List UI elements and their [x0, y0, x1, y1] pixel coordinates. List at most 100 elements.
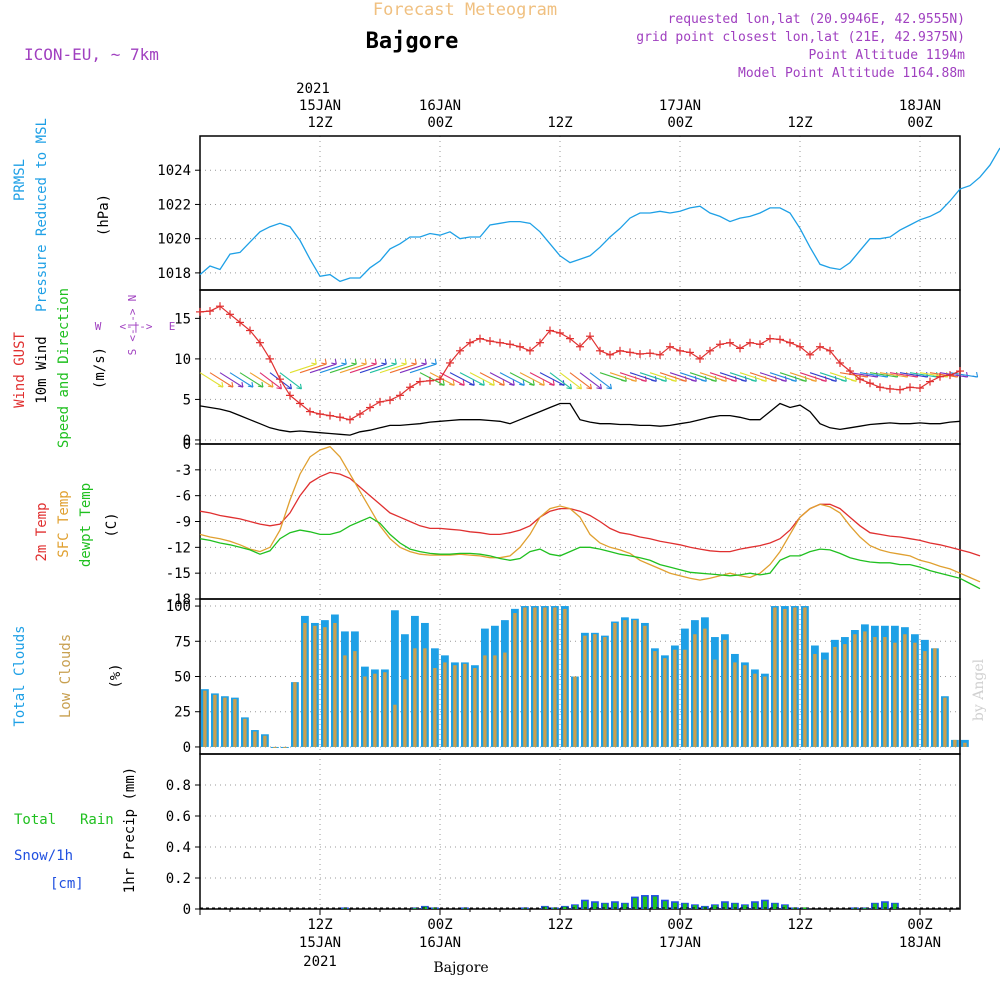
- compass-n: N: [126, 295, 139, 302]
- wind-ylabel-gust: Wind GUST: [12, 332, 28, 408]
- wind-direction-arrow: [459, 372, 485, 386]
- wind-arrow-head: [552, 380, 555, 386]
- wind-arrow-head: [621, 379, 627, 382]
- low-cloud-bar: [943, 697, 947, 747]
- wind-arrow-head: [976, 371, 979, 378]
- wind-direction-arrow: [369, 363, 397, 374]
- low-cloud-bar: [383, 672, 387, 747]
- low-cloud-bar: [543, 607, 547, 747]
- bottom-hour-label: 12Z: [547, 917, 572, 933]
- wind-arrow-head: [519, 383, 525, 386]
- top-hour-label: 12Z: [307, 115, 332, 131]
- wind-direction-arrow: [349, 363, 377, 374]
- wind-arrow-head: [472, 380, 475, 386]
- low-cloud-bar: [653, 651, 657, 747]
- bottom-date-label: 15JAN: [299, 935, 341, 951]
- low-cloud-bar: [293, 682, 297, 747]
- low-cloud-bar: [333, 622, 337, 747]
- wind-arrow-head: [701, 379, 707, 382]
- low-cloud-bar: [413, 648, 417, 747]
- low-cloud-bar: [313, 625, 317, 747]
- wind-arrow-head: [231, 382, 234, 388]
- wind-arrow-head: [821, 379, 827, 382]
- wind-arrow-head: [217, 385, 224, 388]
- low-cloud-bar: [213, 694, 217, 747]
- wind-arrow-head: [354, 358, 357, 365]
- wind-arrow-head: [734, 376, 737, 382]
- wind-arrow-head: [334, 358, 337, 365]
- temp-ylabel-dewpt: dewpt Temp: [78, 483, 94, 567]
- wind-arrow-head: [671, 379, 677, 382]
- wind-arrow-head: [321, 362, 327, 365]
- wind-direction-arrow: [569, 372, 592, 390]
- wind-arrow-head: [462, 380, 465, 386]
- rain-precip-bar: [673, 902, 677, 909]
- wind-arrow-head: [694, 376, 697, 382]
- low-cloud-bar: [663, 658, 667, 747]
- temperature-ytick-label: -15: [166, 566, 191, 582]
- low-cloud-bar: [633, 620, 637, 747]
- cloud-ylabel: Total Clouds Low Clouds (%): [12, 625, 124, 726]
- low-cloud-bar: [763, 676, 767, 747]
- wind-direction-arrow: [219, 372, 244, 388]
- temp-sfc-line: [199, 445, 981, 583]
- wind-arrow-head: [576, 387, 582, 390]
- wind-arrow-head: [431, 362, 437, 365]
- wind-arrow-head: [764, 376, 767, 382]
- wind-arrow-head: [906, 371, 909, 378]
- wind-arrow-head: [876, 371, 879, 378]
- low-cloud-bar: [353, 651, 357, 747]
- low-cloud-bar: [733, 662, 737, 747]
- rain-precip-bar: [783, 905, 787, 909]
- wind-arrow-head: [872, 375, 878, 378]
- wind-arrow-head: [751, 379, 757, 382]
- wind-arrow-head: [599, 383, 602, 389]
- wind-direction-arrow: [209, 372, 234, 388]
- wind-arrow-head: [814, 376, 817, 382]
- wind-arrow-head: [237, 385, 244, 388]
- wind-arrow-head: [331, 362, 337, 365]
- low-cloud-bar: [583, 635, 587, 747]
- rain-precip-bar: [683, 903, 687, 909]
- wind-arrow-head: [654, 376, 657, 382]
- wind-direction-arrow: [509, 372, 535, 386]
- wind-arrow-head: [411, 362, 417, 365]
- bottom-hour-label: 00Z: [907, 917, 932, 933]
- wind-arrow-head: [267, 385, 274, 388]
- wind-arrow-head: [784, 376, 787, 382]
- wind-arrow-head: [344, 358, 347, 365]
- low-cloud-bar: [283, 746, 287, 748]
- low-cloud-bar: [453, 665, 457, 747]
- top-year-label: 2021: [296, 81, 330, 97]
- wind-direction-arrow: [319, 363, 347, 374]
- wind-direction-arrow: [439, 372, 465, 386]
- wind-arrow-head: [311, 362, 317, 365]
- wind-arrow-head: [711, 379, 717, 382]
- wind-direction-arrow: [579, 372, 602, 390]
- low-cloud-bar: [223, 697, 227, 747]
- wind-arrow-head: [559, 383, 565, 386]
- wind-arrow-head: [286, 387, 292, 390]
- wind-arrow-head: [586, 387, 592, 390]
- wind-arrow-head: [801, 379, 807, 382]
- rain-precip-bar: [463, 908, 467, 909]
- low-cloud-bar: [503, 652, 507, 747]
- top-date-label: 18JAN: [899, 98, 941, 114]
- wind-arrow-head: [384, 358, 387, 365]
- wind-ytick-label: 15: [174, 311, 191, 327]
- low-cloud-bar: [603, 637, 607, 747]
- low-cloud-bar: [753, 673, 757, 747]
- wind-arrow-head: [966, 371, 969, 378]
- wind-direction-arrow: [339, 363, 367, 374]
- low-cloud-bar: [593, 634, 597, 747]
- pressure-ylabel-line-1: PRMSL: [12, 159, 28, 201]
- wind-arrow-head: [434, 358, 437, 365]
- wind-arrow-head: [744, 376, 747, 382]
- temp-ylabel-2m: 2m Temp: [34, 502, 50, 561]
- low-cloud-bar: [793, 607, 797, 747]
- wind-direction-arrow: [559, 372, 582, 390]
- cloud-unit: (%): [108, 663, 124, 688]
- wind-arrow-head: [489, 383, 495, 386]
- grid-point-coords: grid point closest lon,lat (21E, 42.9375…: [636, 30, 965, 45]
- wind-arrow-head: [896, 371, 899, 378]
